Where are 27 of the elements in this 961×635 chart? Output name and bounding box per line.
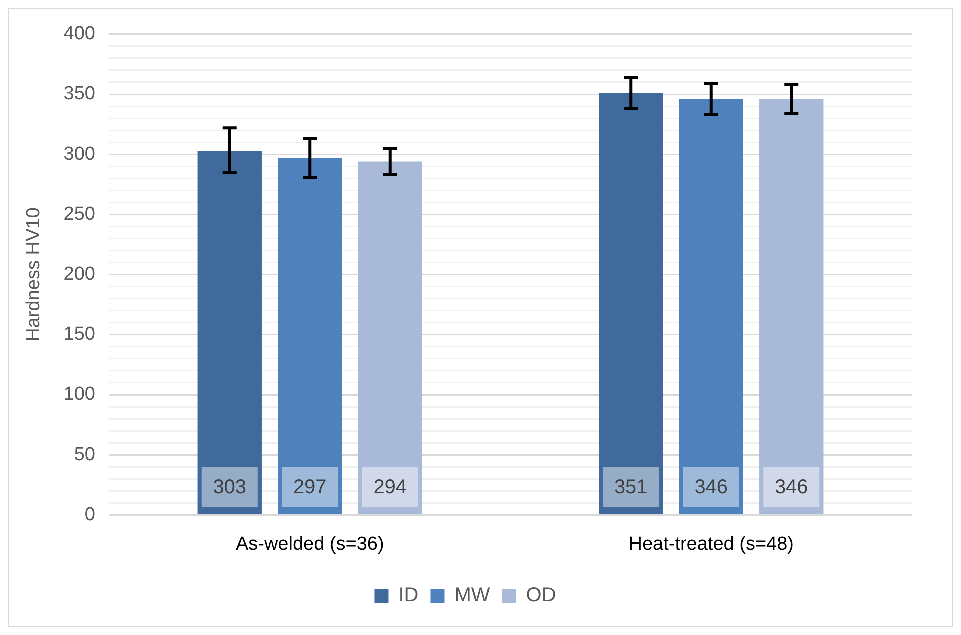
data-label: 351 <box>614 476 648 499</box>
y-tick-label: 400 <box>64 24 96 45</box>
bar <box>599 93 664 514</box>
data-label: 346 <box>774 476 808 499</box>
data-label: 303 <box>213 476 247 499</box>
y-tick-label: 150 <box>64 324 96 346</box>
y-tick-label: 300 <box>64 144 96 165</box>
y-tick-label: 100 <box>64 384 96 406</box>
bar <box>358 162 422 514</box>
bar <box>278 158 342 514</box>
y-tick-label: 250 <box>64 204 96 225</box>
y-tick-label: 0 <box>84 504 96 526</box>
legend-label: ID <box>398 584 419 607</box>
legend-label: MW <box>454 584 490 607</box>
y-tick-label: 200 <box>64 264 96 286</box>
bar <box>198 150 262 514</box>
bar <box>679 99 744 514</box>
y-tick-label: 50 <box>74 444 96 466</box>
y-tick-label: 350 <box>64 84 96 105</box>
y-axis-title: Hardness HV10 <box>24 208 45 342</box>
legend-label: OD <box>526 584 556 607</box>
data-label: 297 <box>293 476 327 499</box>
bar <box>760 99 824 514</box>
x-tick-label: Heat-treated (s=48) <box>628 534 794 555</box>
data-label: 346 <box>694 476 728 499</box>
data-label: 294 <box>374 476 408 499</box>
x-tick-label: As-welded (s=36) <box>236 534 384 555</box>
